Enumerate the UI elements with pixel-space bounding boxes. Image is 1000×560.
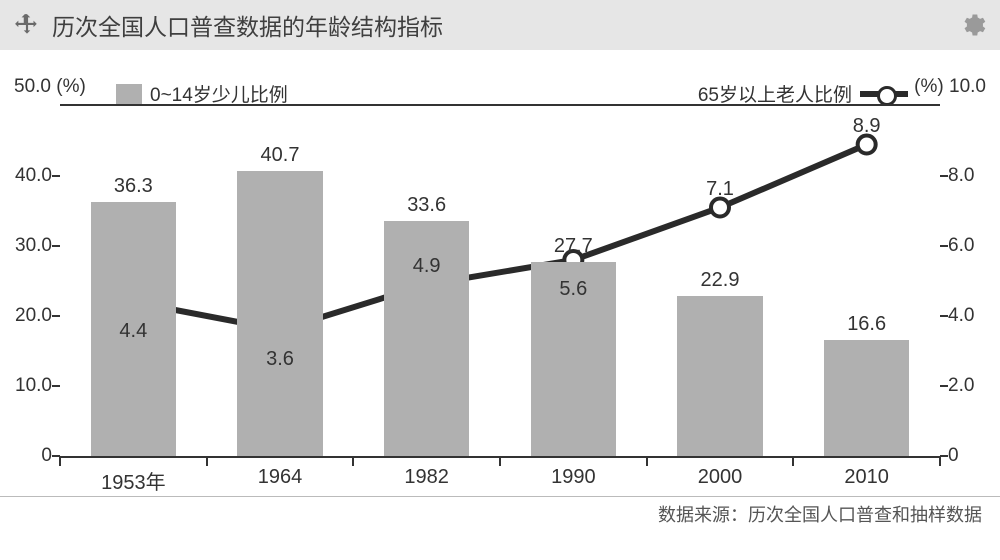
right-axis-unit: (%) 10.0 xyxy=(914,76,986,98)
bar-value-label: 36.3 xyxy=(114,175,153,198)
y-right-tick: 8.0 xyxy=(948,165,992,187)
y-right-tick: 0 xyxy=(948,445,992,467)
y-right-tick: 4.0 xyxy=(948,305,992,327)
legend-row: 50.0 (%) 0~14岁少儿比例 65岁以上老人比例 (%) 10.0 xyxy=(0,68,1000,98)
source-row: 数据来源：历次全国人口普查和抽样数据 xyxy=(0,496,1000,530)
line-value-label: 3.6 xyxy=(266,348,294,371)
y-left-tick: 20.0 xyxy=(8,305,52,327)
bar: 16.6 xyxy=(824,340,909,456)
y-right-tick: 2.0 xyxy=(948,375,992,397)
y-right-tick: 6.0 xyxy=(948,235,992,257)
line-value-label: 8.9 xyxy=(853,115,881,138)
bar: 22.9 xyxy=(677,296,762,456)
x-category-label: 2010 xyxy=(844,466,889,489)
move-icon[interactable] xyxy=(14,12,40,38)
bar-value-label: 16.6 xyxy=(847,313,886,336)
line-value-label: 5.6 xyxy=(559,278,587,301)
y-left-tick: 40.0 xyxy=(8,165,52,187)
chart-title: 历次全国人口普查数据的年龄结构指标 xyxy=(52,8,443,42)
legend-line-swatch xyxy=(860,91,908,97)
legend-bar: 0~14岁少儿比例 xyxy=(116,80,288,107)
x-category-label: 1982 xyxy=(404,466,449,489)
line-value-label: 4.4 xyxy=(119,320,147,343)
legend-line-label: 65岁以上老人比例 xyxy=(698,80,852,107)
legend-line: 65岁以上老人比例 xyxy=(698,80,908,107)
bar-value-label: 40.7 xyxy=(261,144,300,167)
header-bar: 历次全国人口普查数据的年龄结构指标 xyxy=(0,0,1000,50)
line-value-label: 7.1 xyxy=(706,178,734,201)
line-series xyxy=(60,106,940,456)
chart-area: 50.0 (%) 0~14岁少儿比例 65岁以上老人比例 (%) 10.0 01… xyxy=(0,50,1000,530)
x-category-label: 1964 xyxy=(258,466,303,489)
x-category-label: 2000 xyxy=(698,466,743,489)
gear-icon[interactable] xyxy=(958,11,986,39)
bar-value-label: 22.9 xyxy=(701,269,740,292)
plot-region: 010.020.030.040.002.04.06.08.036.31953年4… xyxy=(60,104,940,458)
bar: 40.7 xyxy=(237,171,322,456)
y-left-tick: 30.0 xyxy=(8,235,52,257)
bar-value-label: 27.7 xyxy=(554,235,593,258)
source-label: 数据来源：历次全国人口普查和抽样数据 xyxy=(658,501,982,527)
x-category-label: 1990 xyxy=(551,466,596,489)
y-left-tick: 10.0 xyxy=(8,375,52,397)
x-category-label: 1953年 xyxy=(101,466,166,495)
left-axis-top-tick: 50.0 (%) xyxy=(14,76,86,98)
y-left-tick: 0 xyxy=(8,445,52,467)
line-value-label: 4.9 xyxy=(413,255,441,278)
bar-value-label: 33.6 xyxy=(407,194,446,217)
legend-bar-label: 0~14岁少儿比例 xyxy=(150,80,288,107)
legend-bar-swatch xyxy=(116,84,142,104)
